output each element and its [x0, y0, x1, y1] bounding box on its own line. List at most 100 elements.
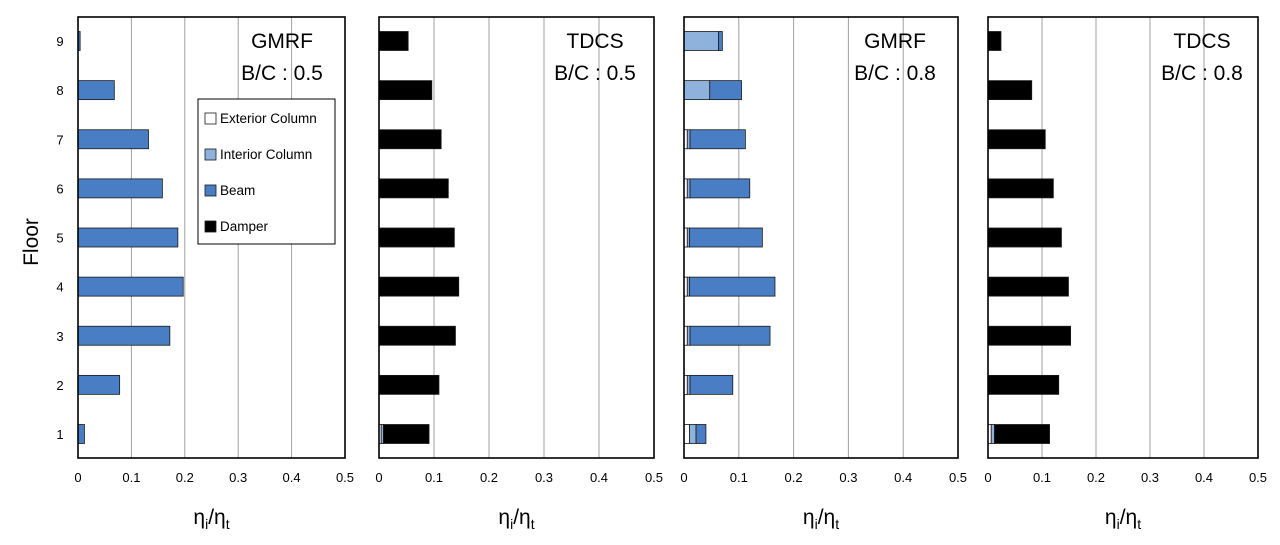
- bar-floor-8-beam: [709, 80, 742, 101]
- bar-floor-7-beam: [77, 129, 149, 150]
- bar-floor-7-interior-column: [686, 129, 691, 150]
- bar-floor-1-beam: [77, 424, 85, 444]
- bar-floor-3-beam: [689, 325, 771, 346]
- y-tick-label: 3: [56, 329, 63, 344]
- bar-floor-9-interior-column: [683, 31, 719, 51]
- bar-floor-2-damper: [378, 374, 440, 395]
- x-axis-label: ηi/ηt: [1105, 506, 1141, 532]
- bar-floor-2-damper: [987, 374, 1060, 395]
- x-tick-label: 0.2: [1087, 470, 1105, 485]
- x-tick-label: 0.3: [535, 470, 553, 485]
- x-tick-label: 0: [984, 470, 991, 485]
- bar-floor-7-damper: [378, 129, 442, 150]
- legend: Exterior Column Interior Column Beam Damper: [197, 98, 336, 245]
- bar-floor-6-damper: [987, 178, 1054, 199]
- bar-floor-4-damper: [987, 276, 1069, 297]
- y-tick-label: 9: [56, 34, 63, 49]
- bar-floor-1-interior-column: [689, 424, 697, 444]
- bar-floor-7-beam: [689, 129, 746, 150]
- bar-floor-4-beam: [689, 276, 776, 297]
- x-axis-label: ηi/ηt: [193, 506, 229, 532]
- x-tick-label: 0.4: [1195, 470, 1213, 485]
- bar-floor-5-beam: [77, 227, 179, 248]
- bar-floor-8-interior-column: [683, 80, 711, 101]
- bar-floor-9-beam: [718, 31, 723, 51]
- bar-floor-2-interior-column: [686, 374, 691, 395]
- plot-frame: [987, 16, 1259, 459]
- x-tick-label: 0.1: [122, 470, 140, 485]
- y-tick-label: 8: [56, 83, 63, 98]
- x-tick-label: 0.5: [645, 470, 663, 485]
- y-tick-label: 1: [56, 427, 63, 442]
- x-tick-label: 0.2: [480, 470, 498, 485]
- bar-floor-2-beam: [77, 374, 121, 395]
- x-tick-label: 0.5: [949, 470, 967, 485]
- panel-2: 0 0.1 0.2 0.3 0.4 0.5 TDCS B/C : 0.5 ηi/ηt: [375, 16, 663, 532]
- panel-title-line-2: B/C : 0.5: [241, 62, 323, 85]
- panel-title-line-1: GMRF: [251, 30, 313, 53]
- bar-floor-3-interior-column: [686, 325, 691, 346]
- bar-floor-5-damper: [987, 227, 1062, 248]
- bar-floor-1-exterior-column: [683, 424, 690, 444]
- y-tick-label: 2: [56, 378, 63, 393]
- x-tick-label: 0.3: [229, 470, 247, 485]
- legend-swatch-interior-column: [204, 148, 217, 161]
- x-tick-label: 0.3: [1141, 470, 1159, 485]
- y-tick-label: 7: [56, 132, 63, 147]
- x-tick-label: 0: [680, 470, 687, 485]
- bar-floor-3-damper: [987, 325, 1072, 346]
- x-tick-label: 0.5: [336, 470, 354, 485]
- x-tick-label: 0.5: [1249, 470, 1267, 485]
- x-axis-label: ηi/ηt: [498, 506, 534, 532]
- legend-label-damper: Damper: [220, 219, 269, 234]
- bar-floor-3-beam: [77, 325, 171, 346]
- panel-title-line-2: B/C : 0.5: [554, 62, 636, 85]
- x-tick-label: 0.2: [785, 470, 803, 485]
- x-tick-label: 0: [74, 470, 81, 485]
- bar-floor-4-damper: [378, 276, 460, 297]
- bar-floor-9-damper: [987, 31, 1002, 51]
- x-tick-label: 0.3: [839, 470, 857, 485]
- bar-floor-7-damper: [987, 129, 1046, 150]
- x-tick-label: 0.2: [176, 470, 194, 485]
- legend-label-exterior-column: Exterior Column: [220, 111, 317, 126]
- x-axis-label: ηi/ηt: [803, 506, 839, 532]
- y-axis-label: Floor: [20, 218, 43, 266]
- legend-label-interior-column: Interior Column: [220, 147, 312, 162]
- bar-floor-1-interior-column: [990, 424, 995, 444]
- bar-floor-9-damper: [378, 31, 409, 51]
- x-tick-label: 0.4: [283, 470, 301, 485]
- x-tick-label: 0.4: [590, 470, 608, 485]
- legend-swatch-exterior-column: [204, 112, 217, 125]
- bar-floor-1-beam: [695, 424, 707, 444]
- bar-floor-1-damper: [382, 424, 430, 444]
- panel-title-line-1: TDCS: [566, 30, 623, 53]
- x-tick-label: 0.4: [894, 470, 912, 485]
- panel-3: 0 0.1 0.2 0.3 0.4 0.5 GMRF B/C : 0.8 ηi/ηt: [680, 16, 967, 532]
- bar-floor-6-beam: [689, 178, 751, 199]
- bar-floor-1-damper: [994, 424, 1050, 444]
- panels: 0 0.1 0.2 0.3 0.4 0.5 1 2 3 4 5 6 7 8 9 GMRF B/C : 0.5 ηi…: [56, 16, 1267, 532]
- bar-floor-6-interior-column: [686, 178, 691, 199]
- legend-swatch-beam: [204, 184, 217, 197]
- bar-floor-6-damper: [378, 178, 449, 199]
- bar-floor-5-damper: [378, 227, 455, 248]
- plot-frame: [378, 16, 655, 459]
- panel-1: 0 0.1 0.2 0.3 0.4 0.5 1 2 3 4 5 6 7 8 9 GMRF B/C : 0.5 ηi…: [56, 16, 354, 532]
- x-tick-label: 0.1: [1033, 470, 1051, 485]
- plot-frame: [683, 16, 959, 459]
- bar-floor-8-beam: [77, 80, 115, 101]
- x-tick-label: 0.1: [425, 470, 443, 485]
- panel-4: 0 0.1 0.2 0.3 0.4 0.5 TDCS B/C : 0.8 ηi/ηt: [984, 16, 1267, 532]
- bar-floor-6-beam: [77, 178, 163, 199]
- legend-swatch-damper: [204, 220, 217, 233]
- panel-title-line-1: TDCS: [1173, 30, 1230, 53]
- bar-floor-3-damper: [378, 325, 456, 346]
- legend-box: [197, 98, 336, 245]
- plot-frame: [77, 16, 346, 459]
- bar-floor-5-beam: [689, 227, 763, 248]
- x-tick-label: 0: [375, 470, 382, 485]
- panel-title-line-2: B/C : 0.8: [854, 62, 936, 85]
- x-tick-label: 0.1: [730, 470, 748, 485]
